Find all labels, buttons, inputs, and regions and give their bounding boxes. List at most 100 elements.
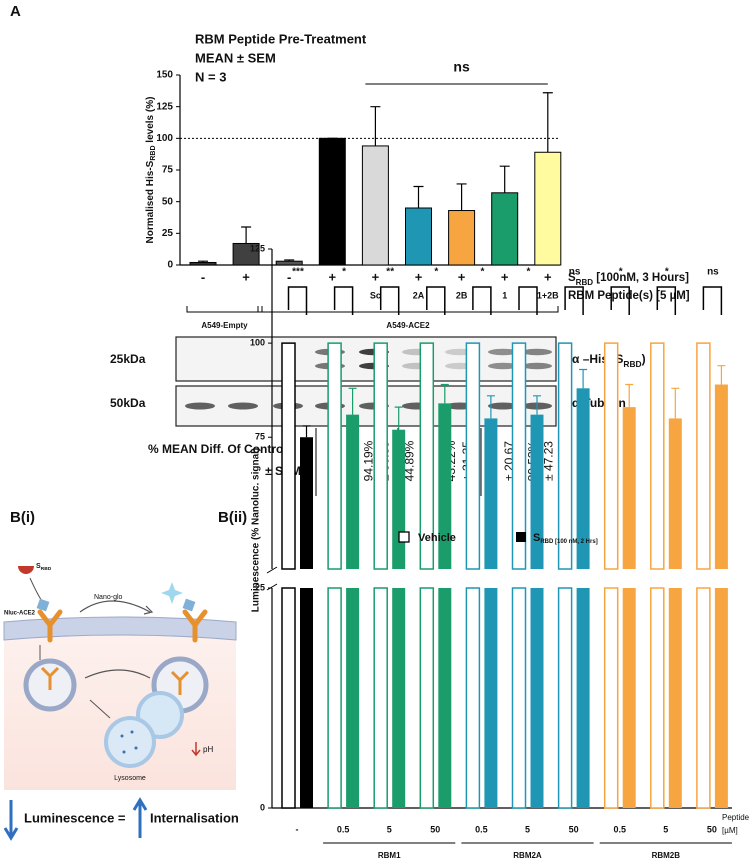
bar — [327, 587, 342, 809]
bar — [448, 210, 476, 266]
group-bracket — [186, 306, 263, 313]
diagram-label: Nluc-ACE2 — [4, 611, 36, 617]
arrow — [79, 600, 151, 613]
bar — [557, 587, 573, 809]
blot-antibody-part: RBD — [623, 359, 641, 369]
x-axis-label: [µM] — [722, 826, 738, 835]
x-tick-label: + — [329, 269, 337, 284]
chart-title: N = 3 — [195, 69, 226, 84]
significance-bracket — [379, 286, 400, 315]
significance-bracket — [564, 286, 584, 315]
bar — [346, 414, 360, 569]
row-label: SRBD [100nM, 3 Hours] — [568, 272, 689, 287]
x-tick-label: 5 — [663, 824, 668, 834]
significance: ns — [569, 267, 581, 278]
significance: * — [619, 267, 623, 278]
diagram-label: Nano-glo — [94, 594, 123, 601]
bar — [361, 145, 389, 266]
y-axis-label-part: RBD — [150, 145, 157, 160]
bar — [714, 384, 728, 569]
chart-title: MEAN ± SEM — [195, 50, 276, 65]
error-bar — [394, 406, 403, 430]
bar — [668, 418, 682, 569]
bar — [373, 342, 388, 570]
x-tick-label: + — [544, 269, 552, 284]
x-tick-label: + — [242, 269, 250, 284]
diagram-label: pH — [203, 745, 213, 754]
significance-bracket — [426, 286, 446, 315]
bar — [346, 588, 360, 808]
y-tick-label: 50 — [162, 196, 174, 207]
legend-label: Vehicle — [418, 532, 456, 544]
x-tick-label: 0.5 — [475, 824, 488, 834]
annotation: ns — [453, 59, 470, 75]
bar — [438, 403, 452, 569]
significance: * — [434, 267, 438, 278]
x-tick-label: + — [458, 269, 466, 284]
blot-band — [228, 402, 258, 410]
receptor — [170, 670, 190, 695]
bar — [300, 588, 313, 808]
bar — [419, 342, 435, 570]
blot-band — [185, 402, 215, 410]
error-bar — [486, 395, 495, 419]
table-cell: 44.89% — [403, 440, 417, 481]
error-bar — [499, 165, 510, 193]
group-label: RBM1 — [378, 851, 401, 860]
bar — [419, 587, 435, 809]
membrane — [3, 616, 237, 641]
up-arrow — [132, 797, 148, 838]
bar — [668, 588, 682, 808]
row-label-part: S — [568, 272, 576, 284]
legend-label-part: RBD [100 nM, 2 Hrs] — [540, 539, 597, 545]
bar — [281, 587, 296, 809]
error-bar — [542, 92, 553, 153]
y-tick-label: 25 — [162, 228, 174, 239]
panel-label: B(ii) — [218, 509, 247, 526]
nluc-tag — [36, 598, 50, 612]
x-tick-label: 50 — [569, 824, 579, 834]
bar — [189, 261, 217, 266]
bar — [484, 418, 498, 569]
ph-arrow — [191, 742, 201, 757]
x-tick-label: 50 — [430, 824, 440, 834]
table-cell: 94.19% — [362, 440, 376, 481]
significance: ** — [386, 267, 394, 278]
legend-label: SRBD [100 nM, 2 Hrs] — [533, 532, 598, 545]
error-bar — [625, 383, 634, 408]
significance-bracket — [472, 286, 492, 315]
x-tick-label: 5 — [525, 824, 530, 834]
bar — [650, 342, 665, 570]
bar — [530, 414, 544, 569]
bar — [491, 192, 519, 266]
significance: *** — [292, 267, 304, 278]
axis-break — [266, 566, 278, 591]
y-tick-label: 100 — [250, 337, 265, 347]
x-tick-label: 5 — [387, 824, 392, 834]
significance-bracket — [702, 286, 723, 315]
bar — [650, 587, 665, 809]
x-tick-label: 50 — [707, 824, 717, 834]
y-axis-label: Luminescence (% Nanoluc. signal) — [251, 448, 262, 612]
x-tick-label: + — [415, 269, 423, 284]
bar — [511, 342, 527, 570]
blot-antibody-part: ) — [642, 352, 646, 366]
y-tick-label: 125 — [250, 243, 265, 253]
bar — [465, 587, 481, 809]
blot-band — [488, 402, 518, 410]
x-axis-label: Peptide — [722, 813, 750, 822]
bar — [511, 587, 527, 809]
error-bar — [241, 226, 252, 244]
group-label: A549-ACE2 — [386, 321, 430, 330]
bar — [392, 429, 406, 569]
bar — [534, 151, 562, 266]
bar — [557, 342, 573, 570]
row-label-part: RBD — [576, 278, 594, 287]
x-tick-label: 0.5 — [613, 824, 626, 834]
y-axis-label: Normalised His-SRBD levels (%) — [145, 97, 158, 244]
equation-text: Luminescence = — [24, 810, 126, 825]
bar — [603, 342, 619, 570]
bar — [603, 587, 619, 809]
diagram-label: Lysosome — [114, 775, 146, 782]
